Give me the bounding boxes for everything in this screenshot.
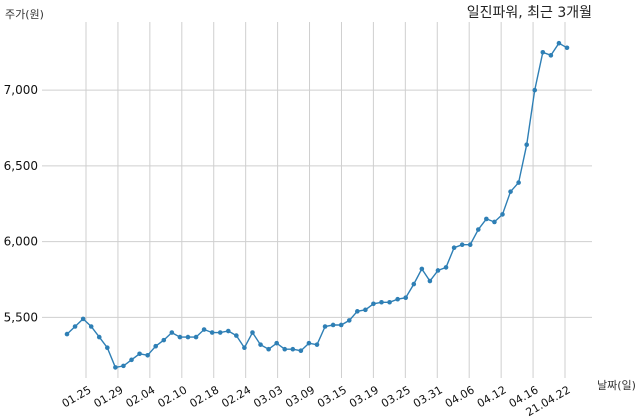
data-point — [419, 266, 425, 272]
grid-lines — [42, 22, 592, 378]
data-point — [80, 316, 86, 322]
x-tick-label: 03.09 — [283, 383, 317, 410]
data-point — [282, 346, 288, 352]
x-tick-label: 03.31 — [411, 383, 445, 410]
data-point — [322, 324, 328, 329]
x-tick-label: 03.03 — [251, 383, 285, 410]
data-point — [355, 309, 360, 314]
data-point — [234, 333, 239, 338]
data-point — [516, 180, 521, 185]
data-point — [540, 49, 546, 55]
data-point — [72, 324, 78, 329]
data-point — [250, 330, 255, 335]
data-point — [411, 281, 417, 287]
x-tick-label: 01.25 — [60, 383, 94, 410]
x-tick-label: 02.04 — [124, 383, 158, 410]
price-series — [64, 40, 570, 370]
data-point — [129, 357, 134, 363]
data-point — [225, 328, 231, 334]
data-point — [443, 265, 449, 270]
data-point — [258, 342, 263, 347]
y-tick-label: 5,500 — [4, 310, 38, 324]
data-point — [153, 343, 159, 349]
data-point — [564, 45, 570, 51]
data-point — [524, 142, 529, 148]
data-point — [298, 348, 304, 354]
data-point — [548, 53, 554, 58]
data-point — [113, 365, 118, 370]
y-tick-label: 6,000 — [4, 235, 38, 249]
data-point — [209, 330, 215, 335]
x-tick-label: 04.06 — [443, 383, 477, 410]
data-point — [427, 278, 433, 284]
data-point — [387, 299, 392, 305]
data-point — [105, 345, 110, 351]
data-point — [185, 334, 191, 340]
data-point — [145, 352, 150, 358]
data-point — [451, 245, 457, 251]
plot-area — [42, 22, 592, 378]
data-point — [475, 227, 481, 232]
data-point — [137, 351, 142, 357]
data-point — [201, 327, 207, 332]
y-tick-label: 6,500 — [4, 159, 38, 173]
data-point — [242, 345, 247, 351]
data-point — [177, 334, 183, 340]
x-tick-label: 03.19 — [347, 383, 381, 410]
data-point — [346, 318, 352, 323]
data-point — [314, 342, 320, 347]
x-tick-label: 01.29 — [92, 383, 126, 410]
y-tick-label: 7,000 — [4, 83, 38, 97]
y-tick-labels: 5,500 6,000 6,500 7,000 — [4, 83, 38, 324]
data-point — [556, 40, 562, 46]
data-point — [96, 334, 102, 340]
x-tick-label: 02.18 — [187, 383, 221, 410]
x-tick-label: 02.24 — [219, 383, 253, 410]
data-point — [306, 340, 312, 346]
data-point — [532, 87, 538, 93]
data-point — [459, 242, 465, 247]
x-tick-label: 04.12 — [475, 383, 509, 410]
data-point — [395, 296, 400, 302]
data-point — [266, 346, 271, 352]
data-point — [484, 216, 489, 222]
data-point — [371, 301, 376, 307]
data-point — [492, 219, 497, 225]
data-point — [290, 346, 296, 352]
x-tick-labels: 01.2501.2902.0402.1002.1802.2403.0303.09… — [60, 383, 573, 419]
data-point — [169, 330, 175, 335]
data-point — [363, 307, 368, 313]
data-point — [274, 340, 279, 346]
data-point — [435, 268, 441, 273]
x-tick-label: 03.15 — [315, 383, 349, 410]
data-point — [121, 363, 126, 369]
data-point — [500, 212, 505, 217]
x-tick-label: 03.25 — [379, 383, 413, 410]
data-point — [508, 189, 513, 194]
x-tick-label: 02.10 — [156, 383, 190, 410]
data-point — [217, 330, 223, 335]
data-point — [330, 322, 336, 328]
data-point — [64, 331, 70, 337]
data-point — [403, 295, 409, 301]
x-axis-label: 날짜(일) — [597, 379, 636, 392]
data-point — [161, 337, 167, 343]
data-point — [88, 324, 94, 329]
y-axis-label: 주가(원) — [5, 8, 44, 21]
chart-title: 일진파워, 최근 3개월 — [466, 5, 592, 21]
data-point — [467, 242, 473, 247]
data-point — [193, 334, 199, 340]
data-point — [379, 299, 384, 305]
data-point — [338, 322, 344, 328]
